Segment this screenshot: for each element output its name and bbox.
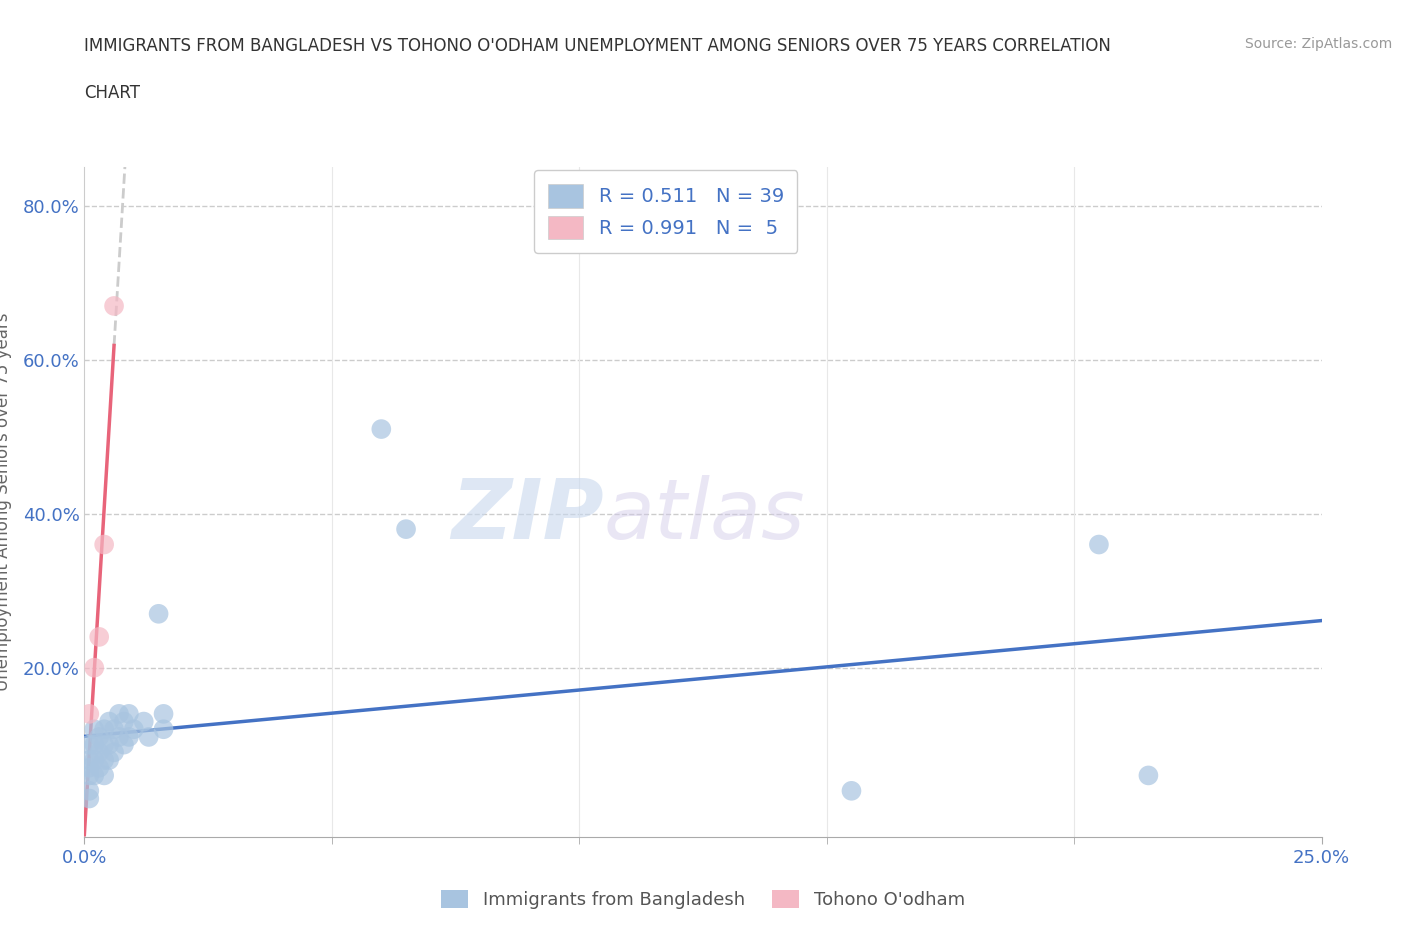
Point xyxy=(79,707,101,722)
Point xyxy=(148,606,170,621)
Point xyxy=(83,737,105,752)
Point xyxy=(93,722,115,737)
Point xyxy=(132,714,155,729)
Point xyxy=(98,737,121,752)
Point xyxy=(112,714,135,729)
Point xyxy=(79,791,101,806)
Point xyxy=(83,722,105,737)
Point xyxy=(93,752,115,767)
Point xyxy=(1088,538,1111,552)
Point xyxy=(118,729,141,744)
Point xyxy=(138,729,160,744)
Point xyxy=(103,745,125,760)
Point xyxy=(93,538,115,552)
Point xyxy=(395,522,418,537)
Point xyxy=(108,729,131,744)
Text: Source: ZipAtlas.com: Source: ZipAtlas.com xyxy=(1244,37,1392,51)
Point xyxy=(83,660,105,675)
Point xyxy=(89,761,111,776)
Point xyxy=(370,421,392,436)
Point xyxy=(93,768,115,783)
Point xyxy=(112,737,135,752)
Legend: R = 0.511   N = 39, R = 0.991   N =  5: R = 0.511 N = 39, R = 0.991 N = 5 xyxy=(534,170,797,253)
Point xyxy=(89,630,111,644)
Text: CHART: CHART xyxy=(84,84,141,101)
Point xyxy=(79,737,101,752)
Point xyxy=(83,768,105,783)
Point xyxy=(118,707,141,722)
Point xyxy=(89,729,111,744)
Point xyxy=(89,745,111,760)
Point xyxy=(152,722,174,737)
Point xyxy=(79,768,101,783)
Point xyxy=(98,714,121,729)
Point xyxy=(79,752,101,767)
Point xyxy=(98,752,121,767)
Point xyxy=(83,752,105,767)
Text: atlas: atlas xyxy=(605,475,806,556)
Point xyxy=(103,722,125,737)
Point xyxy=(79,783,101,798)
Point xyxy=(1137,768,1160,783)
Y-axis label: Unemployment Among Seniors over 75 years: Unemployment Among Seniors over 75 years xyxy=(0,313,11,691)
Point xyxy=(841,783,863,798)
Point xyxy=(93,737,115,752)
Point xyxy=(122,722,145,737)
Point xyxy=(79,761,101,776)
Text: IMMIGRANTS FROM BANGLADESH VS TOHONO O'ODHAM UNEMPLOYMENT AMONG SENIORS OVER 75 : IMMIGRANTS FROM BANGLADESH VS TOHONO O'O… xyxy=(84,37,1111,55)
Point xyxy=(108,707,131,722)
Legend: Immigrants from Bangladesh, Tohono O'odham: Immigrants from Bangladesh, Tohono O'odh… xyxy=(434,883,972,916)
Text: ZIP: ZIP xyxy=(451,475,605,556)
Point xyxy=(103,299,125,313)
Point xyxy=(152,707,174,722)
